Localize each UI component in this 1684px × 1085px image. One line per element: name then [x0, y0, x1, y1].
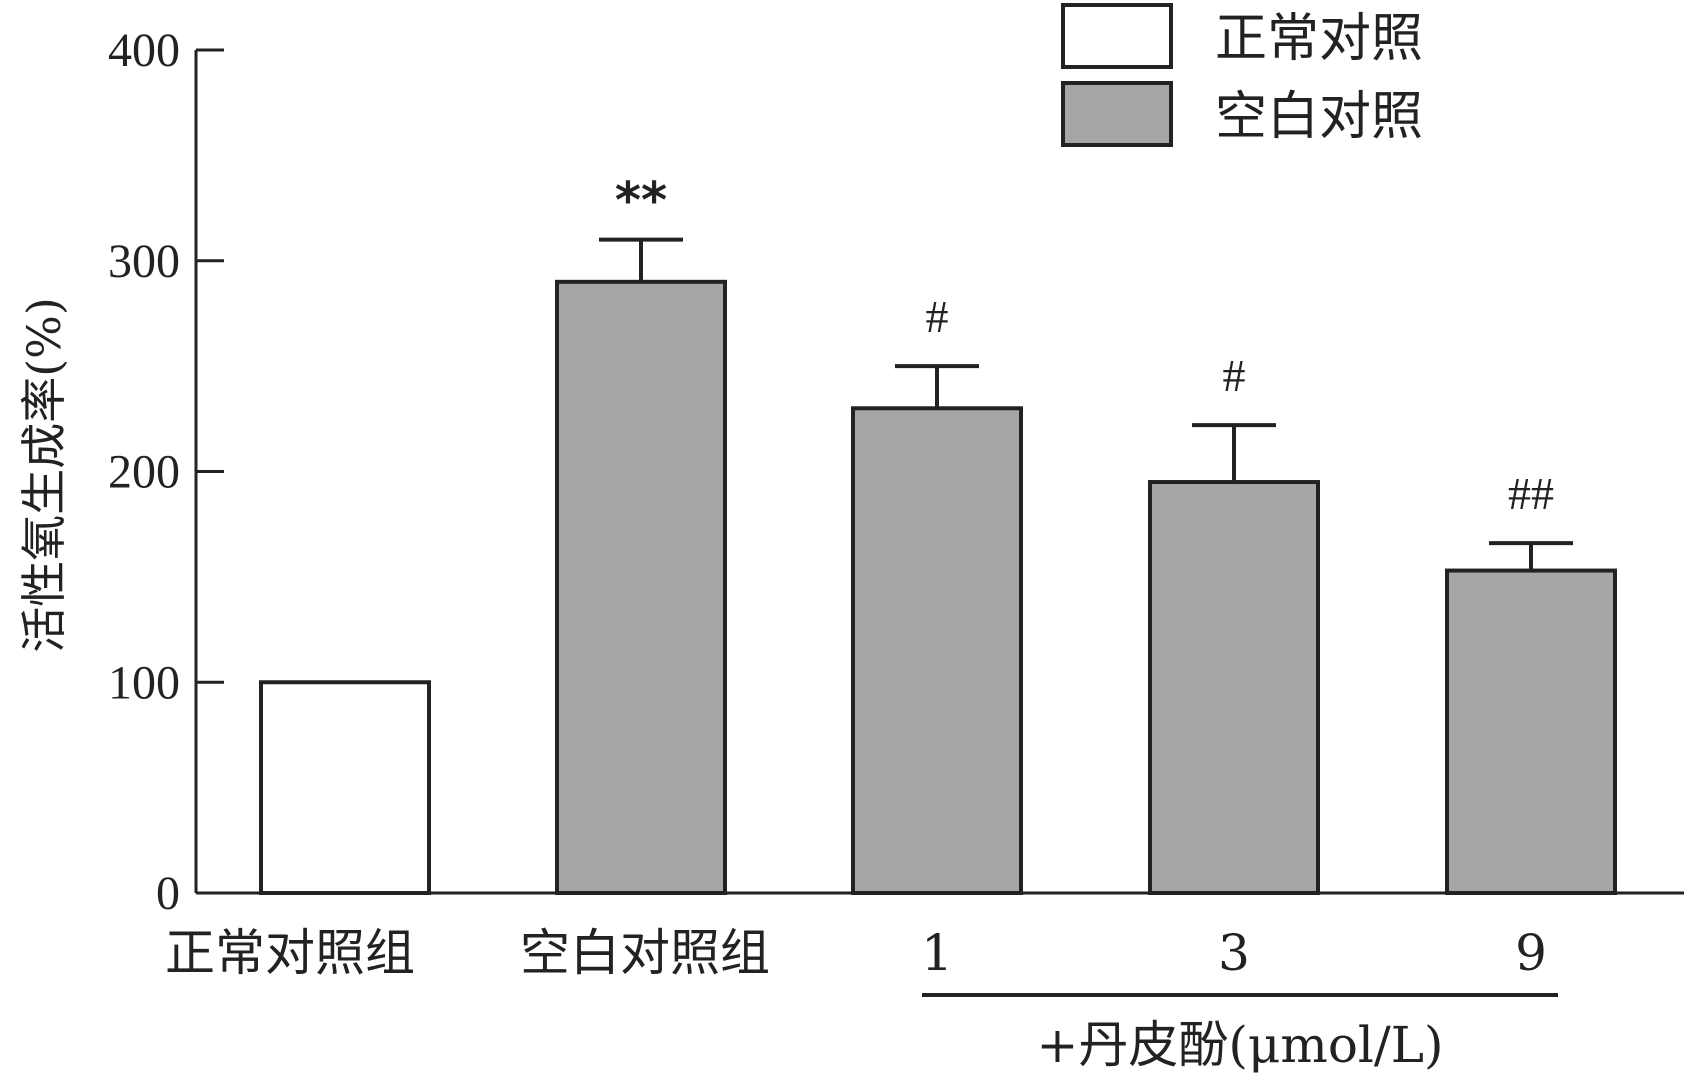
bars [259, 279, 1617, 895]
x-category-label-4: 9 [1515, 924, 1547, 982]
bar-4 [1445, 568, 1617, 895]
y-tick-label-0: 0 [156, 867, 180, 920]
y-ticks: 0 100 200 300 400 [108, 24, 224, 920]
x-category-label-0: 正常对照组 [165, 924, 415, 982]
significance-label-3: # [1223, 350, 1246, 401]
significance-label-1: ** [615, 172, 667, 230]
y-tick-label-2: 200 [108, 446, 180, 499]
group-label: +丹皮酚(μmol/L) [1037, 1016, 1444, 1074]
legend-label-normal: 正常对照 [1215, 9, 1423, 69]
y-tick-label-3: 300 [108, 235, 180, 288]
significance-label-4: ## [1508, 468, 1554, 519]
significance-label-2: # [926, 291, 949, 342]
y-axis-label: 活性氧生成率(%) [17, 297, 71, 653]
bar-0 [259, 680, 431, 895]
legend-label-blank: 空白对照 [1215, 87, 1423, 147]
x-category-labels: 正常对照组 空白对照组 1 3 9 [165, 924, 1547, 982]
x-category-label-2: 1 [921, 924, 953, 982]
legend-swatch-normal [1061, 3, 1173, 69]
bar-1 [555, 279, 727, 895]
y-tick-label-1: 100 [108, 656, 180, 709]
legend: 正常对照 空白对照 [1061, 3, 1423, 147]
bar-2 [851, 406, 1023, 895]
legend-swatch-blank [1061, 81, 1173, 147]
bar-3 [1148, 480, 1320, 895]
error-bars [599, 237, 1573, 571]
annotations: **#### [615, 172, 1554, 519]
x-category-label-1: 空白对照组 [520, 924, 770, 982]
y-tick-label-4: 400 [108, 24, 180, 77]
x-category-label-3: 3 [1218, 924, 1250, 982]
